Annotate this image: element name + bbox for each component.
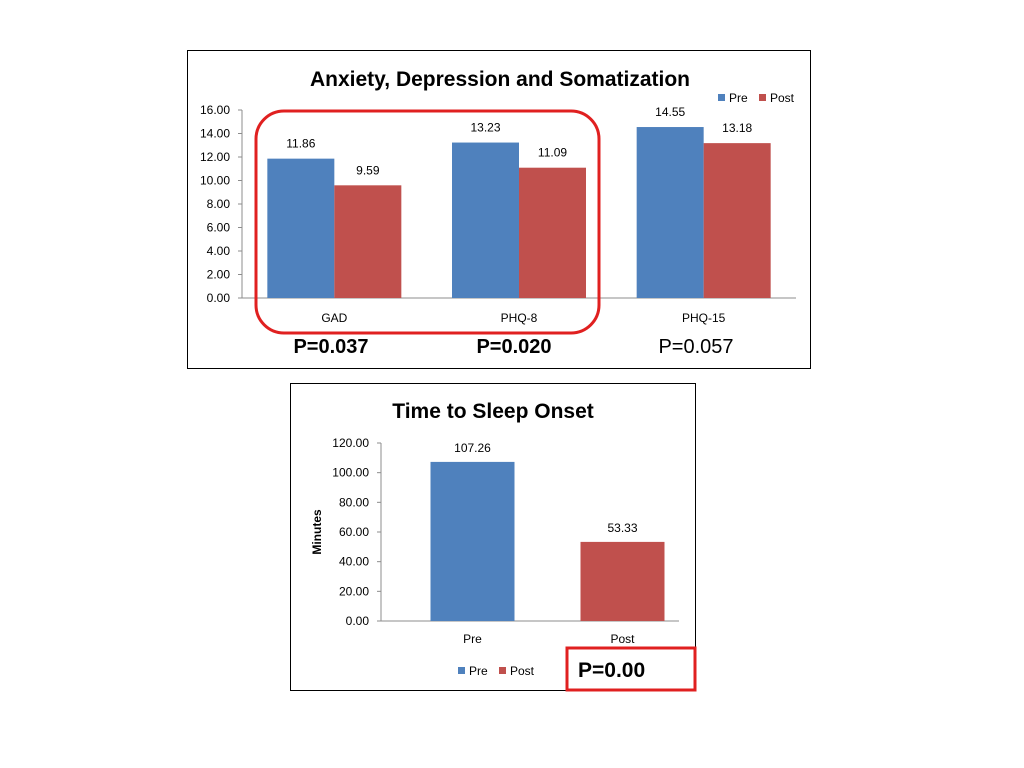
sleep-legend-post-swatch [499,667,506,674]
legend-pre-label: Pre [729,91,748,105]
sleep-y-tick-label: 60.00 [339,525,369,539]
sleep-bar-value-label: 53.33 [607,521,637,535]
anxiety-y-tick-label: 12.00 [200,150,230,164]
sleep-p-value-box [565,646,697,692]
anxiety-y-tick-label: 8.00 [207,197,231,211]
bar-post-gad [334,185,402,298]
anxiety-y-tick-label: 16.00 [200,103,230,117]
sleep-chart-panel: Time to Sleep Onset Minutes 0.00 20.00 40.… [290,383,697,692]
p-value-phq-15: P=0.057 [658,336,733,358]
anxiety-y-tick-label: 4.00 [207,244,231,258]
sleep-y-tick-label: 120.00 [332,436,369,450]
sleep-chart-y-axis-label: Minutes [310,509,324,555]
sleep-chart-title: Time to Sleep Onset [392,400,594,423]
p-value-gad: P=0.037 [293,336,368,358]
anxiety-chart-svg: Anxiety, Depression and Somatization 0.0… [200,68,796,358]
significance-highlight-box [254,109,601,335]
legend-pre-swatch [718,94,725,101]
anxiety-y-tick-label: 10.00 [200,174,230,188]
legend-post-label: Post [770,91,795,105]
sleep-legend-post-label: Post [510,664,535,678]
bar-value-label: 13.23 [470,121,500,135]
bar-value-label: 9.59 [356,163,380,177]
bar-post-phq-15 [703,143,771,298]
sleep-legend-pre-label: Pre [469,664,488,678]
bar-pre-phq-15 [636,127,704,298]
anxiety-y-tick-label: 14.00 [200,127,230,141]
sleep-bar-post [580,541,665,621]
bar-value-label: 13.18 [722,121,752,135]
legend-post-swatch [759,94,766,101]
bar-post-phq-8 [519,167,586,298]
bar-pre-gad [267,158,335,298]
x-tick-label-phq-8: PHQ-8 [501,311,538,325]
sleep-x-tick-label-post: Post [610,632,635,646]
sleep-y-tick-label: 100.00 [332,466,369,480]
sleep-x-tick-label-pre: Pre [463,632,482,646]
sleep-bar-pre [430,461,515,621]
sleep-bar-value-label: 107.26 [454,441,491,455]
x-tick-label-gad: GAD [321,311,347,325]
anxiety-y-tick-label: 2.00 [207,268,231,282]
sleep-chart-svg: Time to Sleep Onset Minutes 0.00 20.00 40.… [310,400,697,692]
sleep-y-tick-label: 80.00 [339,495,369,509]
sleep-y-tick-label: 20.00 [339,584,369,598]
anxiety-y-tick-label: 6.00 [207,221,231,235]
bar-value-label: 14.55 [655,105,685,119]
x-tick-label-phq-15: PHQ-15 [682,311,726,325]
anxiety-y-tick-label: 0.00 [207,291,231,305]
sleep-legend-pre-swatch [458,667,465,674]
bar-value-label: 11.86 [286,137,315,151]
sleep-p-value: P=0.00 [578,659,645,682]
bar-pre-phq-8 [452,142,519,298]
sleep-y-tick-label: 40.00 [339,555,369,569]
bar-value-label: 11.09 [538,146,567,160]
anxiety-chart-title: Anxiety, Depression and Somatization [310,68,690,91]
sleep-y-tick-label: 0.00 [346,614,370,628]
p-value-phq-8: P=0.020 [476,336,551,358]
anxiety-chart-panel: Anxiety, Depression and Somatization 0.0… [187,50,811,369]
